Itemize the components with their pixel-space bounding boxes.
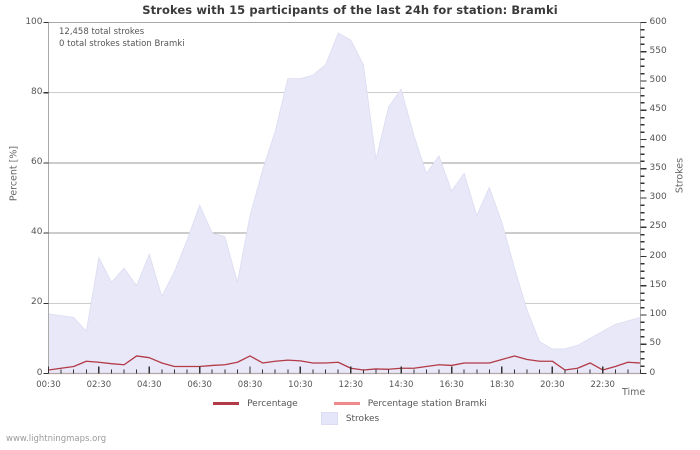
y-right-tick-450: 450 <box>649 104 667 115</box>
x-tick-1430: 14:30 <box>388 379 414 390</box>
y-right-tick-350: 350 <box>649 162 667 173</box>
legend-item-strokes[interactable]: Strokes <box>320 412 380 425</box>
footer-watermark: www.lightningmaps.org <box>6 434 107 444</box>
y-right-tick-300: 300 <box>649 192 667 202</box>
y-right-tick-150: 150 <box>649 279 667 290</box>
y-right-tick-100: 100 <box>649 309 667 319</box>
y-left-tick-60: 60 <box>31 156 43 167</box>
strokes-area-series <box>48 32 641 374</box>
x-axis-label: Time <box>622 387 646 398</box>
x-tick-0630: 06:30 <box>187 379 212 390</box>
y-axis-left-label: Percent [%] <box>8 145 20 202</box>
chart-title: Strokes with 15 participants of the last… <box>142 3 558 17</box>
axis-ticks <box>43 21 647 375</box>
legend-item-station-percentage[interactable]: Percentage station Bramki <box>333 398 487 409</box>
x-tick-0230: 02:30 <box>86 379 112 390</box>
y-axis-right-label: Strokes <box>674 157 686 194</box>
x-tick-1630: 16:30 <box>439 379 464 390</box>
x-tick-0430: 04:30 <box>137 379 162 390</box>
y-right-tick-50: 50 <box>649 338 661 349</box>
legend-swatch-station-percentage <box>333 402 360 405</box>
x-tick-2030: 20:30 <box>540 379 565 390</box>
legend-item-percentage[interactable]: Percentage <box>213 399 298 409</box>
x-tick-1830: 18:30 <box>489 379 515 390</box>
legend-label-percentage: Percentage <box>247 398 298 409</box>
annotation-total-strokes: 12,458 total strokes <box>59 27 145 37</box>
legend-swatch-percentage <box>213 402 240 405</box>
x-tick-2230: 22:30 <box>590 379 615 390</box>
y-right-tick-500: 500 <box>649 75 667 85</box>
chart-legend: Percentage Percentage station Bramki Str… <box>0 396 700 426</box>
x-tick-1030: 10:30 <box>288 379 313 390</box>
y-left-tick-40: 40 <box>31 227 43 238</box>
legend-swatch-strokes <box>320 412 338 425</box>
legend-row-1: Percentage Percentage station Bramki <box>0 396 700 411</box>
y-left-tick-80: 80 <box>31 86 43 97</box>
x-tick-0830: 08:30 <box>237 379 263 390</box>
percentage-line-series <box>48 355 641 371</box>
legend-label-strokes: Strokes <box>345 413 380 424</box>
y-right-tick-200: 200 <box>649 250 667 261</box>
y-left-tick-0: 0 <box>36 367 43 378</box>
x-tick-0030: 00:30 <box>36 379 61 390</box>
y-right-tick-550: 550 <box>649 45 667 56</box>
legend-row-2: Strokes <box>0 411 700 426</box>
annotation-station-strokes: 0 total strokes station Bramki <box>59 39 185 49</box>
x-tick-1230: 12:30 <box>338 379 364 390</box>
y-right-tick-0: 0 <box>649 367 656 378</box>
y-left-tick-100: 100 <box>25 16 43 27</box>
y-right-tick-400: 400 <box>649 133 667 144</box>
y-left-tick-20: 20 <box>31 297 43 308</box>
legend-label-station-percentage: Percentage station Bramki <box>367 398 487 409</box>
y-right-tick-250: 250 <box>649 221 667 232</box>
y-right-tick-600: 600 <box>649 16 667 27</box>
